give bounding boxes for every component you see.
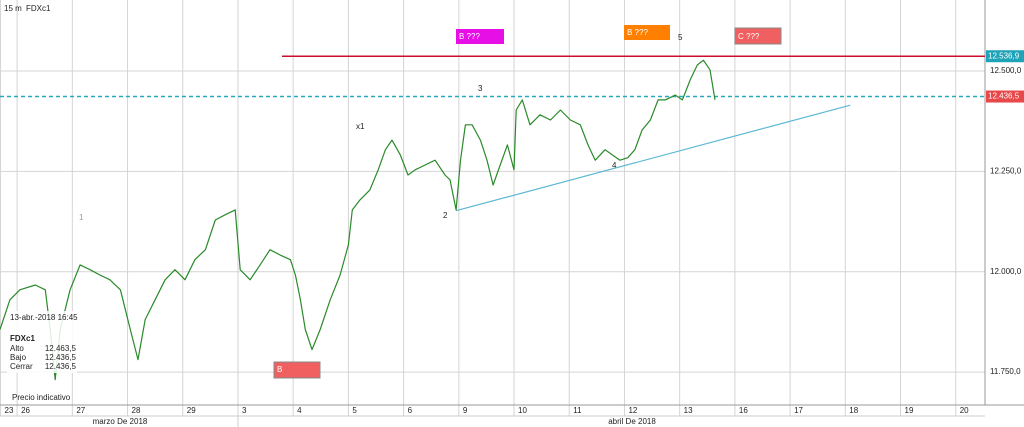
x-tick-label: 3	[242, 406, 247, 415]
y-tick-label: 12.000,0	[990, 267, 1022, 276]
level-label: 12.536,9	[988, 51, 1020, 60]
plot	[0, 55, 985, 381]
level-label: 12.436,5	[988, 92, 1020, 101]
price-line	[0, 59, 716, 381]
annotation: B ???	[627, 28, 648, 37]
level-label-box	[986, 50, 1024, 63]
x-tick-label: 28	[132, 406, 141, 415]
info-datetime: 13-abr.-2018 16:45	[10, 313, 78, 322]
y-tick-label: 12.500,0	[990, 66, 1022, 75]
annotation: C ???	[738, 32, 760, 41]
info-note: Precio indicativo	[12, 393, 71, 402]
annotation: 2	[443, 211, 448, 220]
annotation: B	[277, 365, 282, 374]
info-value: 12.463,5	[45, 344, 77, 353]
x-tick-label: 27	[76, 406, 85, 415]
symbol: FDXc1	[26, 4, 51, 13]
info-box	[7, 311, 77, 373]
annotation: 3	[478, 84, 483, 93]
info-key: Alto	[10, 344, 24, 353]
x-tick-label: 23	[5, 406, 14, 415]
x-tick-label: 6	[408, 406, 413, 415]
x-tick-label: 4	[297, 406, 302, 415]
annotation-box	[273, 361, 321, 379]
month-label: marzo De 2018	[93, 417, 148, 426]
y-tick-label: 11.750,0	[990, 367, 1021, 376]
x-tick-label: 20	[960, 406, 969, 415]
annotation: x1	[356, 122, 365, 131]
annotation-box	[456, 29, 504, 44]
interval: 15 m	[4, 4, 22, 13]
info-value: 12.436,5	[45, 362, 77, 371]
annotation: B ???	[459, 32, 480, 41]
x-tick-label: 12	[628, 406, 637, 415]
month-label: abril De 2018	[608, 417, 656, 426]
x-tick-label: 19	[905, 406, 914, 415]
annotation: 5	[678, 33, 683, 42]
x-tick-label: 5	[352, 406, 357, 415]
x-tick-label: 18	[849, 406, 858, 415]
annotation-box	[624, 25, 670, 40]
x-tick-label: 9	[463, 406, 468, 415]
info-key: Bajo	[10, 353, 27, 362]
annotation: 4	[612, 161, 617, 170]
info-key: Cerrar	[10, 362, 33, 371]
grid	[0, 0, 985, 416]
level-label-box	[986, 90, 1024, 103]
x-tick-label: 13	[684, 406, 693, 415]
annotation: 1	[79, 213, 84, 222]
trendline	[455, 104, 851, 212]
x-tick-label: 29	[187, 406, 196, 415]
info-symbol: FDXc1	[10, 334, 35, 343]
x-tick-label: 16	[739, 406, 748, 415]
y-tick-label: 12.250,0	[990, 167, 1022, 176]
x-tick-label: 26	[21, 406, 30, 415]
annotation-box	[734, 27, 782, 45]
info-value: 12.436,5	[45, 353, 77, 362]
x-tick-label: 17	[794, 406, 803, 415]
x-tick-label: 11	[573, 406, 582, 415]
x-tick-label: 10	[518, 406, 527, 415]
